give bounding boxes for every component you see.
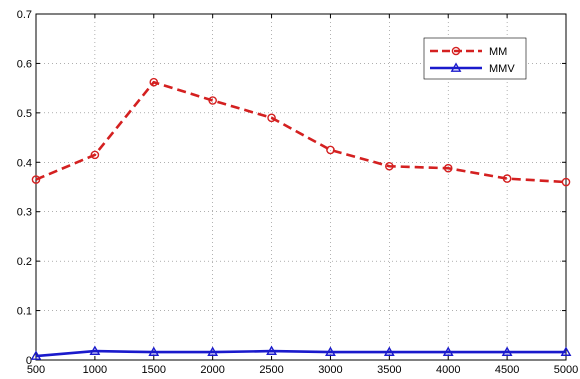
x-tick-label: 3500 (377, 364, 401, 376)
x-tick-label: 1000 (83, 364, 107, 376)
x-tick-label: 500 (27, 364, 45, 376)
data-point-mmv (383, 346, 395, 356)
legend-marker-mmv (450, 62, 462, 72)
data-point-mm (326, 145, 335, 155)
data-point-mm (267, 113, 276, 123)
y-tick-label: 0.4 (17, 157, 32, 169)
y-tick-label: 0.6 (17, 58, 32, 70)
y-tick-label: 0.2 (17, 256, 32, 268)
data-point-mmv (207, 346, 219, 356)
data-point-mm (208, 96, 217, 105)
series-mmv (30, 345, 572, 360)
legend-marker-mm (451, 46, 461, 56)
x-tick-label: 2500 (259, 364, 283, 376)
data-point-mmv (89, 345, 101, 355)
data-point-mm (31, 175, 41, 184)
legend-label-mm: MM (489, 46, 507, 58)
data-point-mmv (325, 346, 336, 356)
y-tick-label: 0 (26, 355, 32, 367)
x-tick-label: 2000 (200, 364, 224, 376)
series-mm (31, 77, 571, 187)
data-point-mmv (501, 346, 513, 356)
legend-label-mmv: MMV (489, 63, 515, 75)
x-tick-label: 5000 (554, 364, 578, 376)
data-point-mmv (560, 346, 572, 356)
y-tick-label: 0.3 (17, 207, 32, 219)
axis-ticks: 500 1000 1500 2000 2500 3000 3500 4000 4500 5000 0… (17, 9, 579, 376)
grid (36, 14, 566, 360)
data-point-mm (443, 163, 453, 173)
y-tick-label: 0.1 (17, 306, 32, 318)
data-point-mm (90, 150, 100, 160)
x-tick-label: 4000 (436, 364, 460, 376)
series-line-mmv (35, 349, 566, 358)
x-tick-label: 1500 (142, 364, 166, 376)
data-point-mmv (148, 346, 160, 356)
plot-frame (35, 13, 567, 361)
x-tick-label: 4500 (495, 364, 519, 376)
legend-box (423, 37, 527, 80)
data-point-mmv (442, 346, 454, 356)
data-point-mmv (266, 345, 277, 355)
data-point-mm (149, 77, 159, 87)
y-tick-label: 0.7 (17, 9, 32, 21)
y-tick-label: 0.5 (17, 108, 32, 120)
data-point-mm (385, 161, 394, 171)
data-point-mmv (30, 350, 42, 360)
data-point-mm (561, 177, 571, 187)
data-point-mm (502, 174, 512, 183)
legend: MM MMV (423, 37, 527, 80)
x-tick-label: 3000 (318, 364, 342, 376)
series-layer (30, 77, 572, 360)
series-line-mm (35, 80, 567, 184)
